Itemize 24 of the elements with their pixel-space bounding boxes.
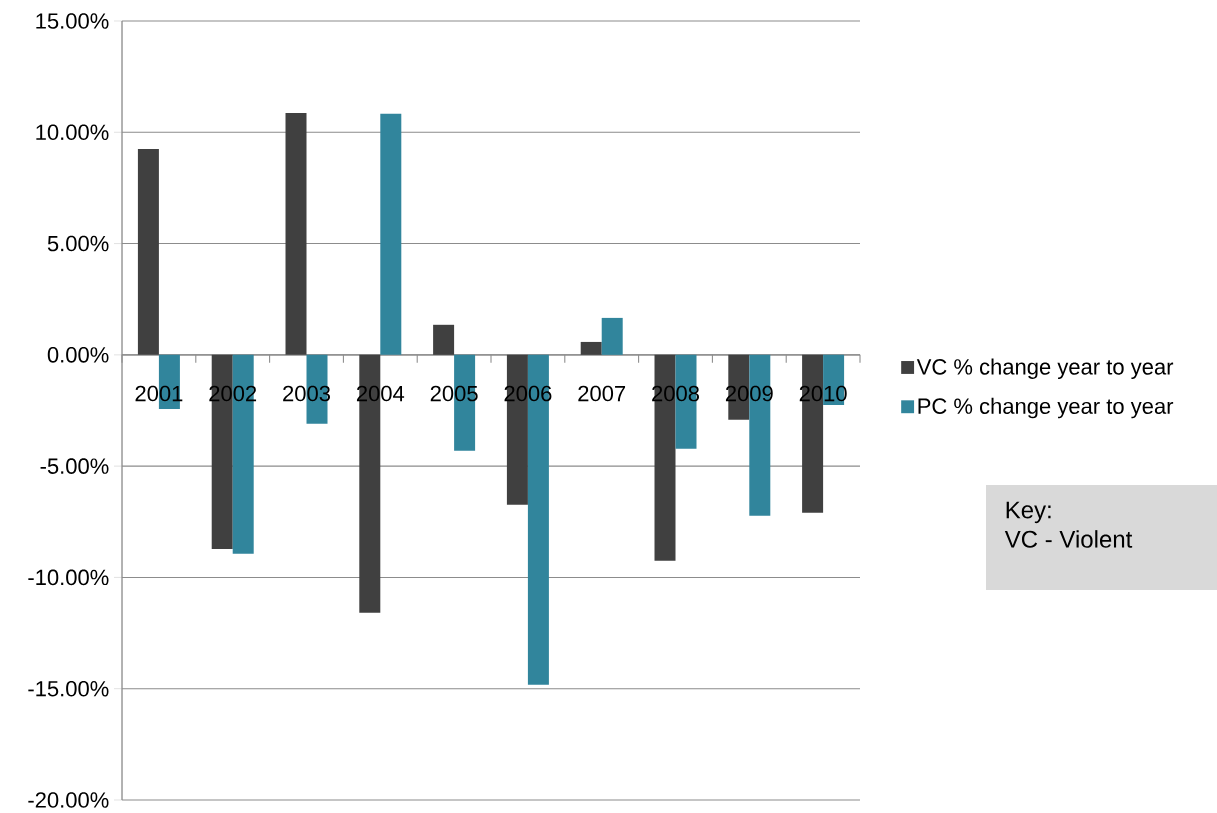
x-tick-label: 2007 (578, 385, 626, 402)
y-tick-label: 10.00% (36, 124, 109, 141)
bar (601, 317, 623, 355)
y-tick-label: -15.00% (28, 680, 109, 697)
y-tick-label: -5.00% (40, 458, 109, 474)
bar (433, 324, 455, 355)
y-tick-label: -20.00% (28, 792, 109, 808)
text: VC - Violent (1004, 530, 1133, 548)
bar (137, 148, 159, 355)
y-tick-label: -10.00% (28, 569, 109, 586)
x-tick-label: 2002 (209, 385, 257, 402)
bar (580, 341, 602, 355)
bar (285, 112, 307, 355)
legend-label: PC % change year to year (918, 397, 1174, 419)
text: Key: (1006, 501, 1051, 524)
y-tick-label: 15.00% (36, 13, 109, 29)
y-tick-label: 0.00% (47, 347, 109, 363)
y-tick-label: 5.00% (47, 235, 109, 252)
bar (380, 113, 402, 355)
legend-label: VC % change year to year (916, 358, 1174, 380)
x-tick-label: 2008 (652, 385, 699, 402)
x-tick-label: 2010 (799, 385, 847, 402)
x-tick-label: 2009 (725, 385, 773, 402)
x-tick-label: 2006 (504, 385, 552, 402)
